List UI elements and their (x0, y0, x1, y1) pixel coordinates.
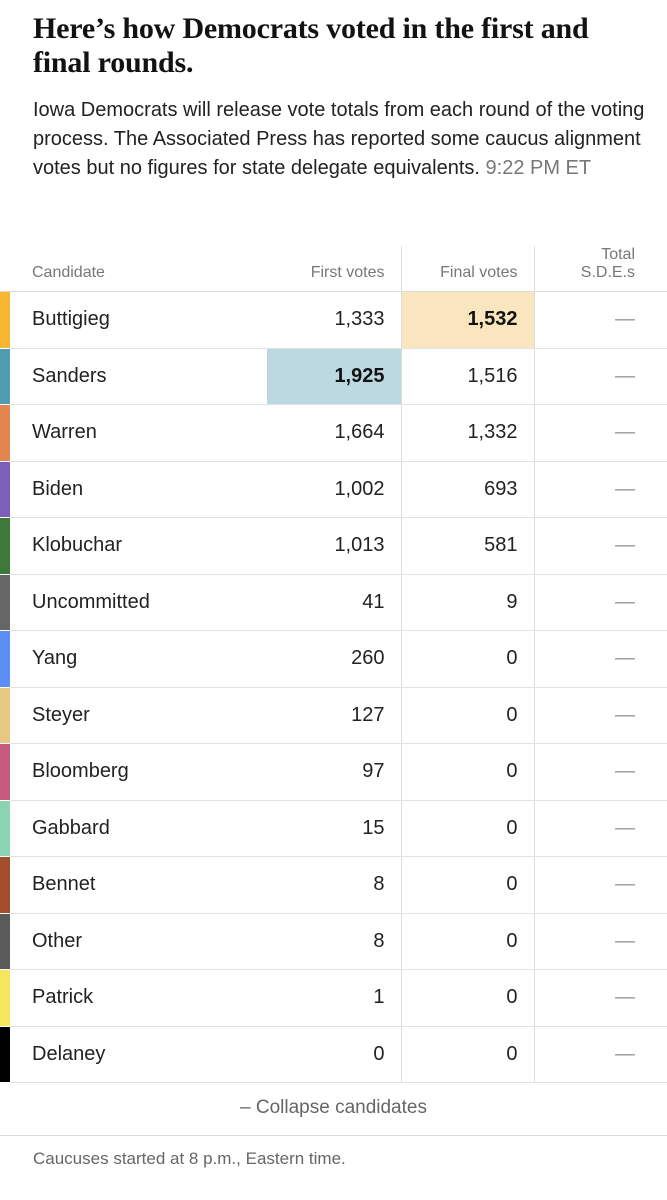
candidate-name: Klobuchar (10, 517, 267, 575)
first-votes-cell: 127 (267, 687, 401, 744)
final-votes-cell: 0 (400, 856, 534, 914)
candidate-name: Sanders (10, 348, 267, 405)
table-header-row: Candidate First votes Final votes Total S… (0, 246, 667, 292)
candidate-name: Gabbard (10, 800, 267, 857)
header-total-sdes: Total S.D.E.s (533, 246, 667, 292)
total-sdes-cell: — (533, 291, 667, 349)
final-votes-cell: 0 (400, 1026, 534, 1083)
table-row: Bloomberg 97 0— (0, 743, 667, 801)
header-sde-line1: Total (601, 246, 635, 263)
table-row: Yang 260 0— (0, 630, 667, 688)
candidate-name: Bloomberg (10, 743, 267, 801)
candidate-color-bar (0, 291, 10, 349)
total-sdes-cell: — (533, 461, 667, 518)
total-sdes-cell: — (533, 630, 667, 688)
first-votes-cell: 1,925 (267, 348, 401, 405)
candidate-name: Uncommitted (10, 574, 267, 631)
candidate-color-bar (0, 743, 10, 801)
table-row: Sanders 1,925 1,516— (0, 348, 667, 405)
total-sdes-cell: — (533, 687, 667, 744)
first-votes-cell: 41 (267, 574, 401, 631)
table-row: Uncommitted 41 9— (0, 574, 667, 631)
footnote: Caucuses started at 8 p.m., Eastern time… (33, 1149, 346, 1168)
candidate-name: Bennet (10, 856, 267, 914)
candidate-color-bar (0, 800, 10, 857)
table-row: Warren 1,664 1,332— (0, 404, 667, 462)
candidate-color-bar (0, 913, 10, 970)
candidate-name: Biden (10, 461, 267, 518)
table-row: Other 8 0— (0, 913, 667, 970)
candidate-name: Warren (10, 404, 267, 462)
final-votes-cell: 9 (400, 574, 534, 631)
candidate-color-bar (0, 574, 10, 631)
total-sdes-cell: — (533, 856, 667, 914)
candidate-name: Steyer (10, 687, 267, 744)
final-votes-cell: 0 (400, 969, 534, 1027)
total-sdes-cell: — (533, 574, 667, 631)
total-sdes-cell: — (533, 404, 667, 462)
first-votes-cell: 1 (267, 969, 401, 1027)
candidate-color-bar (0, 404, 10, 462)
candidate-color-bar (0, 856, 10, 914)
candidate-color-bar (0, 348, 10, 405)
header-sde-line2: S.D.E.s (580, 264, 635, 281)
final-votes-cell: 0 (400, 800, 534, 857)
collapse-candidates-button[interactable]: – Collapse candidates (0, 1080, 667, 1136)
total-sdes-cell: — (533, 348, 667, 405)
total-sdes-cell: — (533, 743, 667, 801)
candidate-color-bar (0, 517, 10, 575)
table-row: Biden 1,002 693— (0, 461, 667, 518)
candidate-name: Delaney (10, 1026, 267, 1083)
results-table: Candidate First votes Final votes Total S… (0, 246, 667, 1083)
candidate-name: Buttigieg (10, 291, 267, 349)
candidate-name: Other (10, 913, 267, 970)
total-sdes-cell: — (533, 800, 667, 857)
candidate-color-bar (0, 969, 10, 1027)
timestamp: 9:22 PM ET (485, 157, 592, 179)
header-final-votes: Final votes (400, 246, 534, 292)
final-votes-cell: 0 (400, 687, 534, 744)
table-row: Bennet 8 0— (0, 856, 667, 914)
total-sdes-cell: — (533, 969, 667, 1027)
final-votes-cell: 0 (400, 630, 534, 688)
first-votes-cell: 97 (267, 743, 401, 801)
first-votes-cell: 1,664 (267, 404, 401, 462)
header-color-spacer (0, 246, 10, 292)
final-votes-cell: 1,516 (400, 348, 534, 405)
first-votes-cell: 0 (267, 1026, 401, 1083)
summary-text: Iowa Democrats will release vote totals … (33, 96, 648, 183)
first-votes-cell: 1,013 (267, 517, 401, 575)
summary-body: Iowa Democrats will release vote totals … (33, 99, 645, 179)
candidate-color-bar (0, 687, 10, 744)
final-votes-cell: 693 (400, 461, 534, 518)
final-votes-cell: 1,332 (400, 404, 534, 462)
final-votes-cell: 1,532 (400, 291, 534, 349)
final-votes-cell: 0 (400, 743, 534, 801)
headline: Here’s how Democrats voted in the first … (33, 12, 589, 79)
table-row: Patrick 1 0— (0, 969, 667, 1027)
first-votes-cell: 1,002 (267, 461, 401, 518)
final-votes-cell: 581 (400, 517, 534, 575)
table-row: Klobuchar 1,013 581— (0, 517, 667, 575)
header-first-votes: First votes (267, 246, 401, 292)
candidate-color-bar (0, 1026, 10, 1083)
first-votes-cell: 15 (267, 800, 401, 857)
table-row: Steyer 127 0— (0, 687, 667, 744)
total-sdes-cell: — (533, 913, 667, 970)
candidate-color-bar (0, 461, 10, 518)
first-votes-cell: 1,333 (267, 291, 401, 349)
table-row: Buttigieg 1,333 1,532— (0, 291, 667, 349)
candidate-name: Yang (10, 630, 267, 688)
table-row: Delaney 0 0— (0, 1026, 667, 1083)
header-candidate: Candidate (10, 246, 267, 292)
first-votes-cell: 8 (267, 856, 401, 914)
first-votes-cell: 260 (267, 630, 401, 688)
total-sdes-cell: — (533, 1026, 667, 1083)
final-votes-cell: 0 (400, 913, 534, 970)
candidate-color-bar (0, 630, 10, 688)
first-votes-cell: 8 (267, 913, 401, 970)
candidate-name: Patrick (10, 969, 267, 1027)
total-sdes-cell: — (533, 517, 667, 575)
table-row: Gabbard 15 0— (0, 800, 667, 857)
